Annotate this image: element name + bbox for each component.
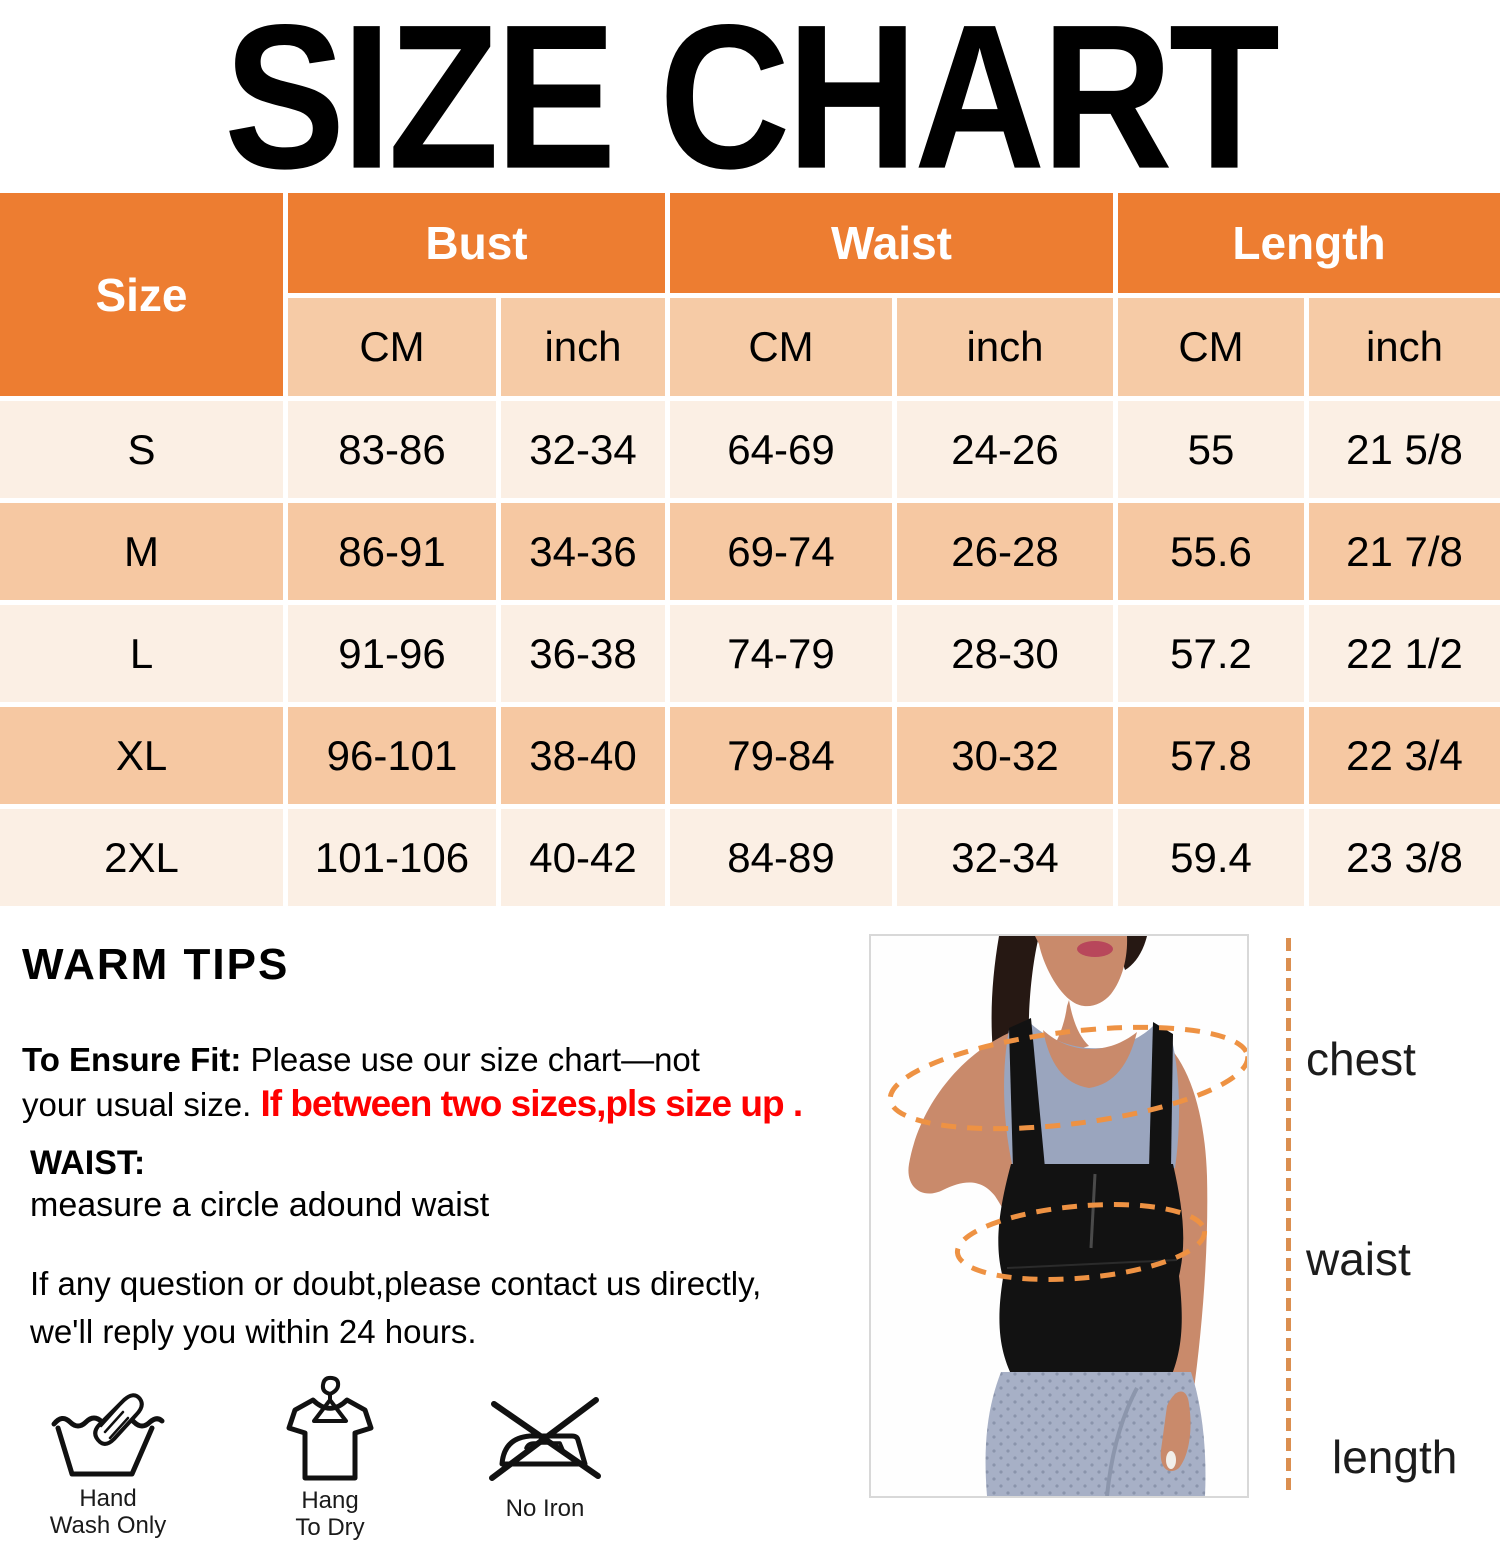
row-s-bust-inch: 32-34: [501, 401, 665, 498]
row-m-size: M: [0, 503, 283, 600]
row-l-bust-cm: 91-96: [288, 605, 496, 702]
waist-trainer-vest: [998, 1164, 1184, 1382]
contact-text-line2: we'll reply you within 24 hours.: [30, 1313, 477, 1350]
care-label-no-iron: No Iron: [505, 1495, 585, 1522]
col-header-waist: Waist: [670, 193, 1113, 293]
length-dashed-line: [1286, 938, 1291, 1490]
zipper: [1089, 1173, 1097, 1249]
row-2xl-bust-inch: 40-42: [501, 809, 665, 906]
hang-dry-icon: [286, 1375, 374, 1481]
row-l-waist-inch: 28-30: [897, 605, 1113, 702]
chest-measure-ellipse: [887, 1024, 1247, 1132]
row-2xl-waist-cm: 84-89: [670, 809, 892, 906]
care-item-no-iron: No Iron: [486, 1392, 604, 1522]
row-xl-waist-inch: 30-32: [897, 707, 1113, 804]
chest-label: chest: [1306, 1033, 1416, 1085]
waist-label: waist: [1306, 1233, 1411, 1285]
row-m-waist-inch: 26-28: [897, 503, 1113, 600]
row-m-waist-cm: 69-74: [670, 503, 892, 600]
unit-header-waist-cm: CM: [670, 298, 892, 396]
care-label-to-dry: To Dry: [295, 1514, 365, 1541]
care-label-hand: Hand: [79, 1485, 137, 1512]
row-xl-waist-cm: 79-84: [670, 707, 892, 804]
row-2xl-bust-cm: 101-106: [288, 809, 496, 906]
care-label-wash-only: Wash Only: [49, 1512, 167, 1539]
unit-header-bust-inch: inch: [501, 298, 665, 396]
row-2xl-length-inch: 23 3/8: [1309, 809, 1500, 906]
leggings: [985, 1372, 1206, 1496]
row-xl-bust-cm: 96-101: [288, 707, 496, 804]
waist-instruction: measure a circle adound waist: [30, 1186, 490, 1224]
care-item-hand-wash: Hand Wash Only: [48, 1384, 168, 1539]
length-label: length: [1332, 1431, 1458, 1483]
col-header-bust: Bust: [288, 193, 665, 293]
page-title-text: SIZE CHART: [224, 0, 1280, 212]
sports-top: [1004, 1020, 1180, 1168]
row-2xl-waist-inch: 32-34: [897, 809, 1113, 906]
row-s-waist-inch: 24-26: [897, 401, 1113, 498]
row-m-length-cm: 55.6: [1118, 503, 1304, 600]
row-m-length-inch: 21 7/8: [1309, 503, 1500, 600]
row-2xl-size: 2XL: [0, 809, 283, 906]
col-header-length: Length: [1118, 193, 1500, 293]
unit-header-length-inch: inch: [1309, 298, 1500, 396]
col-header-size: Size: [0, 193, 283, 396]
row-l-bust-inch: 36-38: [501, 605, 665, 702]
model-figure: [871, 936, 1247, 1496]
size-table: Size Bust Waist Length CM inch CM inch C…: [0, 193, 1500, 906]
no-iron-icon: [489, 1397, 601, 1481]
row-xl-length-cm: 57.8: [1118, 707, 1304, 804]
unit-header-waist-inch: inch: [897, 298, 1113, 396]
row-s-length-cm: 55: [1118, 401, 1304, 498]
row-2xl-length-cm: 59.4: [1118, 809, 1304, 906]
row-l-size: L: [0, 605, 283, 702]
row-xl-size: XL: [0, 707, 283, 804]
unit-header-bust-cm: CM: [288, 298, 496, 396]
lips: [1077, 941, 1113, 957]
row-m-bust-cm: 86-91: [288, 503, 496, 600]
row-xl-bust-inch: 38-40: [501, 707, 665, 804]
row-s-length-inch: 21 5/8: [1309, 401, 1500, 498]
care-label-hang: Hang: [301, 1487, 359, 1514]
row-m-bust-inch: 34-36: [501, 503, 665, 600]
row-l-length-inch: 22 1/2: [1309, 605, 1500, 702]
row-s-size: S: [0, 401, 283, 498]
fit-advice-line2: your usual size. If between two sizes,pl…: [22, 1082, 803, 1127]
fit-advice-text: Please use our size chart—not: [241, 1041, 700, 1078]
waist-heading: WAIST:: [30, 1144, 146, 1182]
fit-advice-line1: To Ensure Fit: Please use our size chart…: [22, 1038, 700, 1082]
row-l-waist-cm: 74-79: [670, 605, 892, 702]
fit-advice-label: To Ensure Fit:: [22, 1041, 242, 1078]
unit-header-length-cm: CM: [1118, 298, 1304, 396]
row-l-length-cm: 57.2: [1118, 605, 1304, 702]
fit-advice-text2: your usual size.: [22, 1086, 261, 1123]
contact-text-line1: If any question or doubt,please contact …: [30, 1265, 762, 1302]
warm-tips-heading: WARM TIPS: [22, 940, 290, 989]
right-hand: [1160, 1391, 1191, 1472]
size-up-warning: If between two sizes,pls size up .: [260, 1083, 803, 1124]
hand-wash-icon: [51, 1393, 165, 1477]
row-xl-length-inch: 22 3/4: [1309, 707, 1500, 804]
care-item-hang-dry: Hang To Dry: [280, 1374, 380, 1541]
model-photo: [869, 934, 1249, 1498]
row-s-waist-cm: 64-69: [670, 401, 892, 498]
row-s-bust-cm: 83-86: [288, 401, 496, 498]
page-title: SIZE CHART: [0, 0, 1500, 212]
